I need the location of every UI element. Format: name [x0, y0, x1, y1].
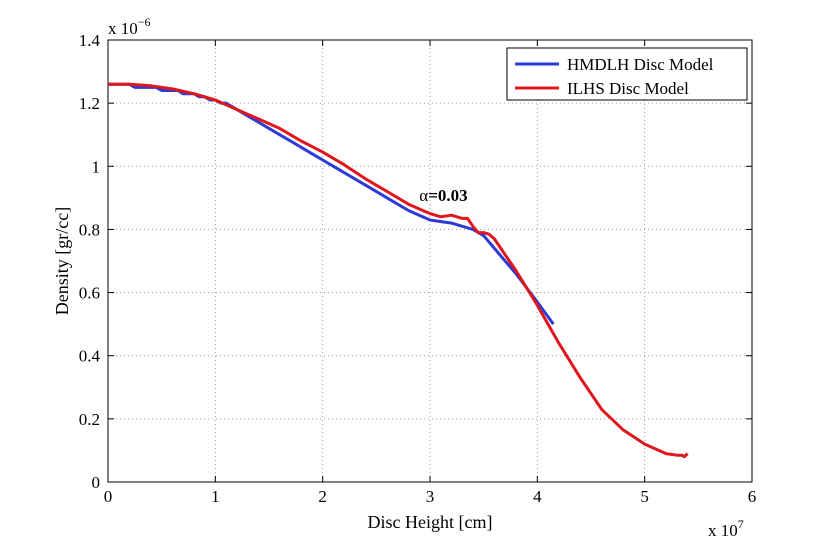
series-line-ilhs	[108, 82, 689, 459]
x-multiplier-exponent: 7	[738, 517, 744, 531]
series-line-hmdlh	[108, 82, 555, 325]
y-axis-label: Density [gr/cc]	[52, 207, 72, 315]
x-tick-label: 6	[748, 487, 757, 506]
y-multiplier-exponent: −6	[138, 15, 151, 29]
y-tick-label: 1	[92, 157, 101, 176]
y-axis-multiplier: x 10−6	[108, 15, 151, 38]
y-tick-label: 0	[92, 473, 101, 492]
y-tick-label: 1.2	[79, 94, 100, 113]
x-tick-label: 0	[104, 487, 113, 506]
y-tick-label: 1.4	[79, 31, 101, 50]
y-tick-label: 0.2	[79, 410, 100, 429]
y-tick-label: 0.4	[79, 347, 101, 366]
x-tick-label: 3	[426, 487, 435, 506]
alpha-symbol: α	[419, 186, 428, 205]
legend-box	[506, 47, 748, 101]
legend-label-hmdlh: HMDLH Disc Model	[567, 55, 714, 74]
x-tick-label: 4	[533, 487, 542, 506]
grid	[108, 40, 752, 482]
y-tick-label: 0.8	[79, 220, 100, 239]
x-axis-label: Disc Height [cm]	[368, 512, 493, 532]
y-tick-label: 0.6	[79, 284, 100, 303]
x-tick-label: 5	[640, 487, 649, 506]
x-tick-label: 1	[211, 487, 220, 506]
x-multiplier-base: x 10	[708, 521, 738, 540]
legend-label-ilhs: ILHS Disc Model	[567, 79, 689, 98]
y-multiplier-base: x 10	[108, 19, 138, 38]
alpha-annotation: α=0.03	[419, 186, 467, 205]
series-layer	[108, 82, 689, 459]
x-tick-label: 2	[318, 487, 327, 506]
x-axis-multiplier: x 107	[708, 517, 744, 540]
axis-ticks: 0 1 2 3 4 5 6 0 0.2 0.4 0.6 0.8 1 1.2 1.4	[79, 31, 757, 506]
legend: HMDLH Disc Model ILHS Disc Model	[506, 47, 748, 101]
alpha-value: =0.03	[428, 186, 467, 205]
